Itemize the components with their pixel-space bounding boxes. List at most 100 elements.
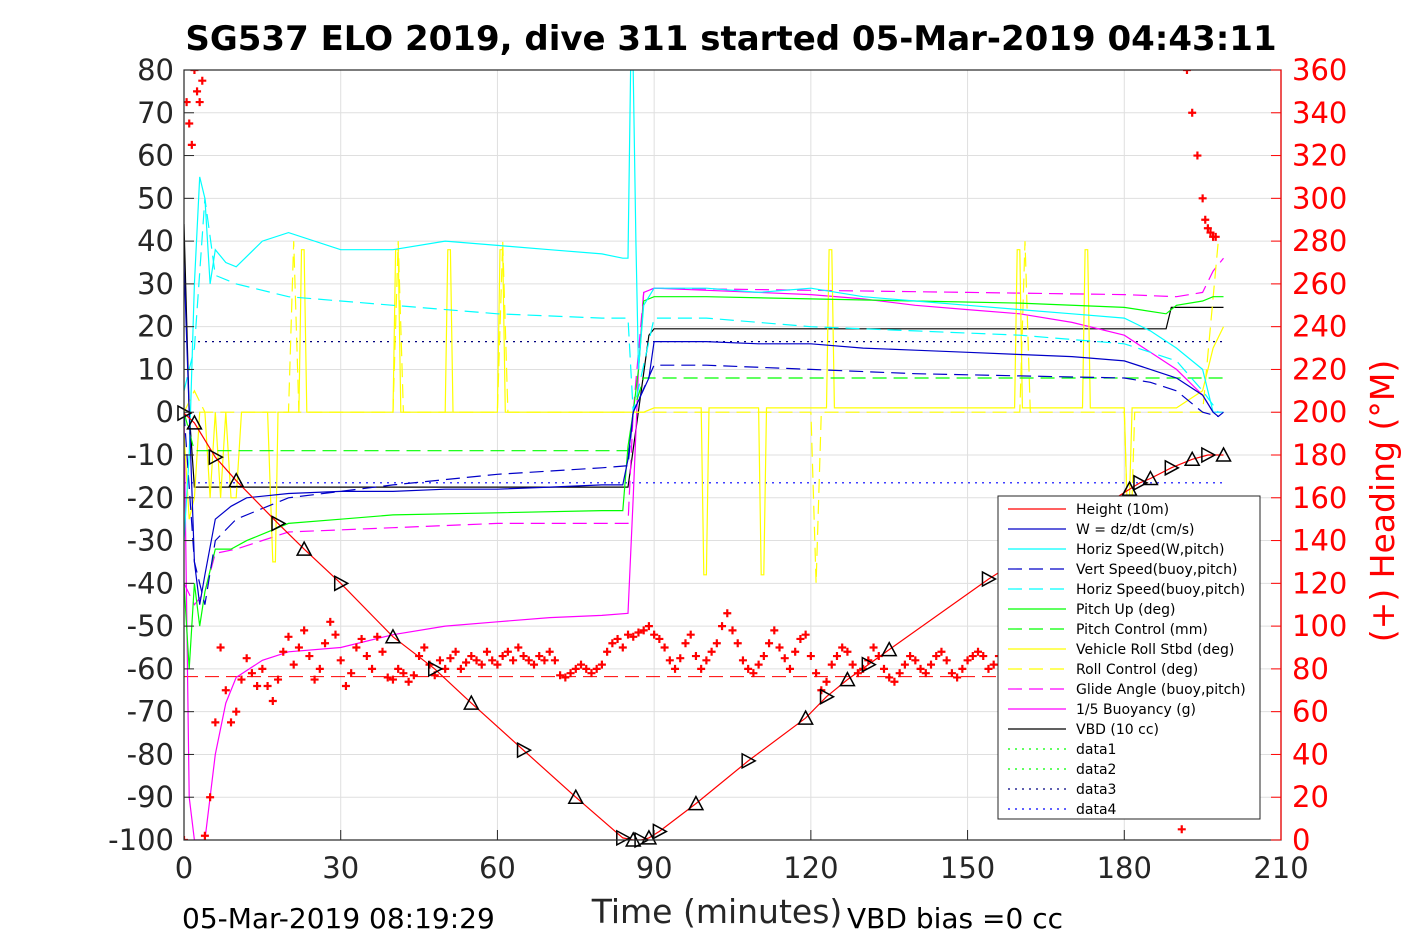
heading-marker <box>462 658 471 667</box>
heading-marker <box>206 793 215 802</box>
heading-marker <box>712 639 721 648</box>
heading-marker <box>660 643 669 652</box>
x-tick-label: 210 <box>1253 851 1308 885</box>
right-tick-label: 80 <box>1292 652 1329 686</box>
heading-marker <box>796 634 805 643</box>
heading-marker <box>284 632 293 641</box>
heading-marker <box>791 647 800 656</box>
legend-label: W = dz/dt (cm/s) <box>1076 522 1195 538</box>
y-tick-label: 30 <box>137 267 174 301</box>
heading-marker <box>916 664 925 673</box>
heading-marker <box>592 664 601 673</box>
heading-marker <box>451 647 460 656</box>
heading-marker <box>650 630 659 639</box>
heading-marker <box>895 669 904 678</box>
y-tick-label: -30 <box>127 524 174 558</box>
heading-marker <box>519 652 528 661</box>
heading-marker <box>294 643 303 652</box>
x-tick-label: 60 <box>479 851 516 885</box>
heading-marker <box>681 639 690 648</box>
heading-marker <box>187 140 196 149</box>
heading-marker <box>550 656 559 665</box>
heading-marker <box>989 660 998 669</box>
right-tick-label: 340 <box>1292 96 1347 130</box>
heading-marker <box>488 656 497 665</box>
x-tick-label: 180 <box>1097 851 1152 885</box>
y-tick-label: 20 <box>137 310 174 344</box>
height-marker <box>687 795 705 811</box>
heading-marker <box>702 656 711 665</box>
legend-box <box>997 495 1261 820</box>
y-tick-label: -90 <box>127 780 174 814</box>
heading-marker <box>869 643 878 652</box>
series-line <box>184 249 1225 576</box>
right-axis-label: (+) Heading (°M) <box>1363 360 1402 642</box>
heading-marker <box>707 647 716 656</box>
heading-marker <box>848 660 857 669</box>
heading-marker <box>822 677 831 686</box>
height-marker <box>616 829 632 847</box>
height-marker <box>567 788 585 804</box>
height-marker <box>227 472 245 488</box>
heading-marker <box>227 718 236 727</box>
heading-marker <box>671 664 680 673</box>
heading-marker <box>514 643 523 652</box>
heading-marker <box>582 664 591 673</box>
legend-label: Glide Angle (buoy,pitch) <box>1076 682 1246 698</box>
heading-marker <box>608 639 617 648</box>
heading-marker <box>812 669 821 678</box>
heading-marker <box>749 669 758 678</box>
heading-marker <box>624 630 633 639</box>
right-tick-label: 20 <box>1292 780 1329 814</box>
heading-marker <box>362 652 371 661</box>
footer-timestamp: 05-Mar-2019 08:19:29 <box>182 902 495 935</box>
heading-marker <box>947 669 956 678</box>
heading-marker <box>242 654 251 663</box>
heading-marker <box>352 643 361 652</box>
legend-label: Pitch Control (mm) <box>1076 622 1208 638</box>
heading-marker <box>770 626 779 635</box>
height-marker <box>981 570 998 588</box>
heading-marker <box>467 652 476 661</box>
heading-marker <box>691 652 700 661</box>
heading-marker <box>697 664 706 673</box>
legend-label: 1/5 Buoyancy (g) <box>1076 702 1196 718</box>
heading-marker <box>482 647 491 656</box>
right-tick-label: 60 <box>1292 695 1329 729</box>
legend-label: Vert Speed(buoy,pitch) <box>1076 562 1238 578</box>
right-tick-label: 220 <box>1292 352 1347 386</box>
x-tick-label: 150 <box>940 851 995 885</box>
heading-marker <box>529 660 538 669</box>
y-tick-label: -10 <box>127 438 174 472</box>
heading-marker <box>1211 232 1220 241</box>
heading-marker <box>184 98 191 107</box>
right-tick-label: 40 <box>1292 737 1329 771</box>
series-line <box>184 223 1224 488</box>
heading-marker <box>420 643 429 652</box>
heading-marker <box>629 632 638 641</box>
heading-marker <box>321 639 330 648</box>
heading-marker <box>336 656 345 665</box>
right-tick-label: 280 <box>1292 224 1347 258</box>
right-tick-label: 140 <box>1292 524 1347 558</box>
height-marker <box>186 414 203 430</box>
x-tick-label: 0 <box>175 851 193 885</box>
heading-marker <box>456 664 465 673</box>
chart-title: SG537 ELO 2019, dive 311 started 05-Mar-… <box>185 19 1276 59</box>
heading-marker <box>603 647 612 656</box>
x-axis-label: Time (minutes) <box>591 892 843 931</box>
height-marker <box>1164 459 1180 477</box>
heading-marker <box>1188 108 1197 117</box>
heading-marker <box>185 119 194 128</box>
y-tick-label: 50 <box>137 181 174 215</box>
heading-marker <box>744 664 753 673</box>
heading-marker <box>195 98 204 107</box>
series-line <box>184 257 1224 606</box>
y-tick-label: -20 <box>127 481 174 515</box>
heading-marker <box>613 634 622 643</box>
series-line <box>184 262 1224 605</box>
legend: Height (10m) W = dz/dt (cm/s) Horiz Speed(… <box>997 495 1261 820</box>
x-tick-label: 30 <box>322 851 359 885</box>
y-tick-label: -50 <box>127 609 174 643</box>
